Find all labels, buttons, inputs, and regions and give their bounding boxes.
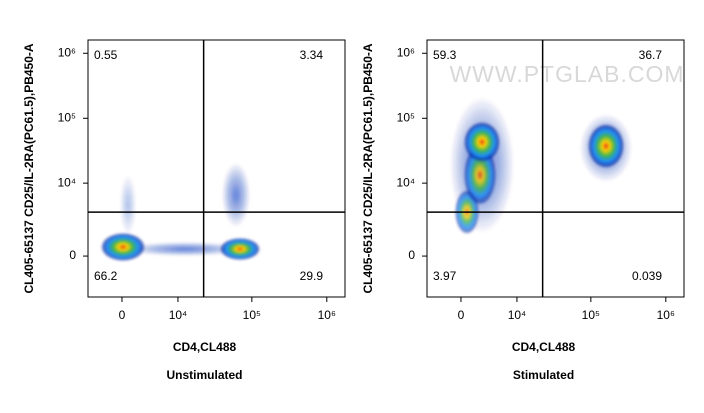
quadrant-percent: 3.97 bbox=[433, 269, 457, 283]
quadrant-percent: 0.55 bbox=[94, 48, 118, 62]
x-axis-label: CD4,CL488 bbox=[512, 340, 576, 354]
y-tick-label: 0 bbox=[408, 248, 415, 262]
y-axis-label: CL405-65137 CD25/IL-2RA(PC61.5),PB450-A bbox=[361, 43, 375, 293]
x-tick-label: 10⁴ bbox=[169, 308, 188, 322]
plot-frame bbox=[87, 39, 346, 298]
quadrant-percent: 59.3 bbox=[433, 48, 457, 62]
quadrant-percent: 29.9 bbox=[300, 269, 324, 283]
x-tick-label: 10⁴ bbox=[508, 308, 527, 322]
y-axis-label: CL405-65137 CD25/IL-2RA(PC61.5),PB450-A bbox=[22, 43, 36, 293]
x-tick-label: 10⁶ bbox=[318, 308, 336, 322]
quadrant-percent: 66.2 bbox=[94, 269, 118, 283]
x-tick-label: 0 bbox=[119, 308, 126, 322]
quadrant-percent: 36.7 bbox=[639, 48, 663, 62]
watermark: WWW.PTGLAB.COM bbox=[449, 61, 684, 87]
x-tick-label: 10⁵ bbox=[582, 308, 600, 322]
y-tick-label: 10⁶ bbox=[58, 45, 76, 59]
y-tick-label: 10⁶ bbox=[397, 45, 415, 59]
quadrant-percent: 0.039 bbox=[632, 269, 662, 283]
y-tick-label: 0 bbox=[69, 248, 76, 262]
caption: Unstimulated bbox=[166, 368, 242, 382]
panel: 0 10⁴ 10⁵ 10⁶ 0 10⁴ 10⁵ 10⁶ 0.55 3.34 66.2 29.9 CD4,… bbox=[22, 39, 346, 382]
x-tick-label: 0 bbox=[458, 308, 465, 322]
x-tick-label: 10⁶ bbox=[657, 308, 675, 322]
density-cloud bbox=[101, 163, 260, 261]
y-tick-label: 10⁴ bbox=[57, 175, 76, 189]
x-tick-label: 10⁵ bbox=[243, 308, 261, 322]
y-tick-label: 10⁵ bbox=[58, 110, 76, 124]
x-axis-label: CD4,CL488 bbox=[173, 340, 237, 354]
panel: WWW.PTGLAB.COM 0 10⁴ 10⁵ 10⁶ 0 10⁴ 10⁵ 10⁶ 59.3 36… bbox=[361, 39, 685, 382]
y-tick-label: 10⁴ bbox=[396, 175, 415, 189]
quadrant-percent: 3.34 bbox=[300, 48, 324, 62]
caption: Stimulated bbox=[513, 368, 574, 382]
plot-frame bbox=[426, 39, 685, 298]
density-cloud bbox=[450, 97, 632, 234]
y-tick-label: 10⁵ bbox=[397, 110, 415, 124]
